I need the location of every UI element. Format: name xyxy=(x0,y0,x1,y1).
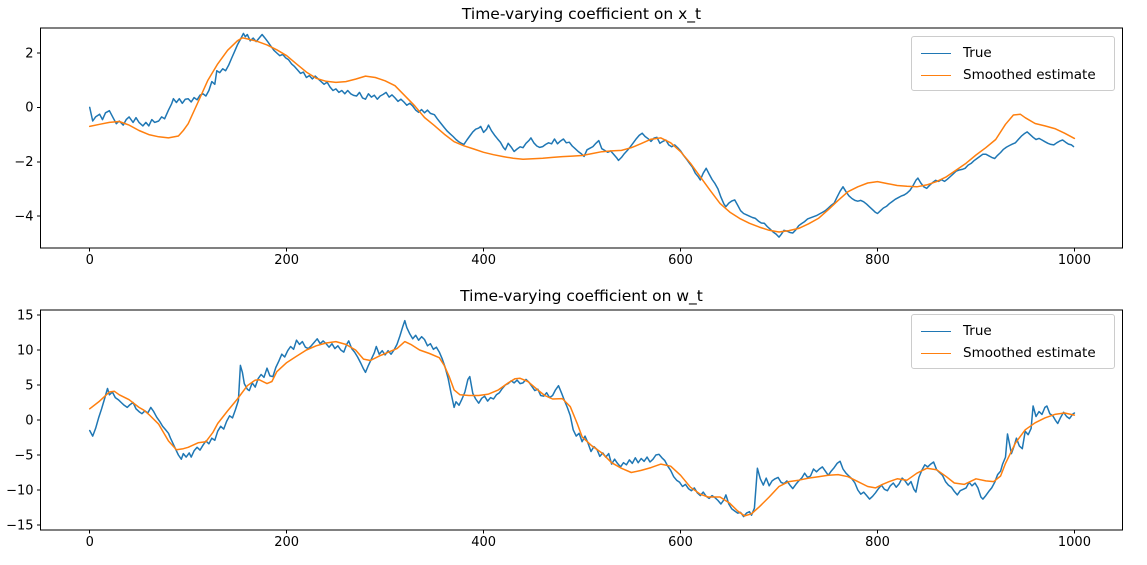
legend-xt: True Smoothed estimate xyxy=(911,36,1115,91)
legend-item-true: True xyxy=(912,42,1114,64)
y-tick-label: −2 xyxy=(14,155,33,170)
series-line-true xyxy=(88,32,1075,238)
x-tick-label: 1000 xyxy=(1058,535,1091,550)
true-line-sample-icon xyxy=(921,52,951,54)
series-line-smoothed-estimate xyxy=(88,340,1076,517)
x-tick-label: 800 xyxy=(865,253,890,268)
smoothed-line-sample-icon xyxy=(921,352,951,354)
x-tick-label: 600 xyxy=(668,253,693,268)
legend-label-smoothed: Smoothed estimate xyxy=(963,67,1096,83)
y-tick-label: 0 xyxy=(25,101,33,116)
x-tick-label: 0 xyxy=(86,535,94,550)
legend-item-smoothed: Smoothed estimate xyxy=(912,342,1114,364)
subplot-xt-title: Time-varying coefficient on x_t xyxy=(461,5,702,23)
axes-border xyxy=(40,27,1124,249)
y-tick-label: 2 xyxy=(25,46,33,61)
y-tick-label: −15 xyxy=(6,518,33,533)
y-tick-label: −5 xyxy=(14,448,33,463)
legend-item-true: True xyxy=(912,320,1114,342)
legend-label-true: True xyxy=(963,45,992,61)
x-tick-label: 200 xyxy=(274,535,299,550)
x-tick-label: 400 xyxy=(471,535,496,550)
x-tick-label: 800 xyxy=(865,535,890,550)
legend-label-smoothed: Smoothed estimate xyxy=(963,345,1096,361)
series-line-smoothed-estimate xyxy=(88,37,1076,233)
y-tick-label: 0 xyxy=(25,413,33,428)
y-tick-label: 15 xyxy=(17,308,34,323)
y-tick-label: −4 xyxy=(14,209,33,224)
true-line-sample-icon xyxy=(921,330,951,332)
legend-label-true: True xyxy=(963,323,992,339)
legend-wt: True Smoothed estimate xyxy=(911,314,1115,369)
x-tick-label: 1000 xyxy=(1058,253,1091,268)
y-tick-label: −10 xyxy=(6,483,33,498)
legend-item-smoothed: Smoothed estimate xyxy=(912,64,1114,86)
axes-border xyxy=(40,309,1124,531)
series-line-true xyxy=(88,319,1076,518)
y-tick-label: 10 xyxy=(17,343,34,358)
x-tick-label: 600 xyxy=(668,535,693,550)
smoothed-line-sample-icon xyxy=(921,74,951,76)
y-tick-label: 5 xyxy=(25,378,33,393)
x-tick-label: 400 xyxy=(471,253,496,268)
x-tick-label: 0 xyxy=(86,253,94,268)
subplot-wt-title: Time-varying coefficient on w_t xyxy=(460,287,703,305)
x-tick-label: 200 xyxy=(274,253,299,268)
